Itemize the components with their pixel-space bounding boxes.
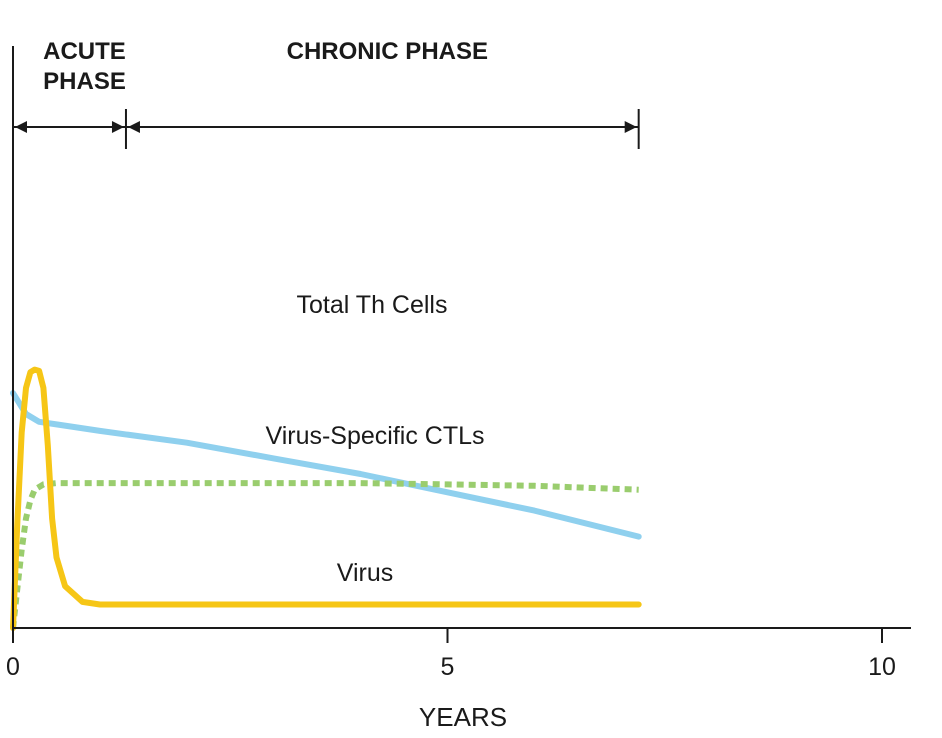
x-tick-label-5: 5 [441,653,455,681]
arrow-right-icon [111,121,124,133]
virus-specific-ctls-label: Virus-Specific CTLs [265,422,484,450]
phase-label-0-line-0: ACUTE [43,38,126,65]
virus-label: Virus [337,559,394,587]
series-lines [10,366,642,631]
x-tick-label-0: 0 [6,653,20,681]
total-th-cells-line [10,390,642,540]
phase-label-1-line-0: CHRONIC PHASE [287,38,488,65]
phase-brackets: ACUTE PHASE CHRONIC PHASE [13,38,640,149]
virus-specific-ctls-line [10,480,639,629]
arrow-left-icon [127,121,140,133]
virus-line [10,366,642,631]
arrow-right-icon [624,121,637,133]
phase-bracket-0: ACUTE PHASE [13,38,127,149]
phase-label-0-line-1: PHASE [43,68,126,95]
axes [12,46,911,629]
x-axis-title: YEARS [419,702,507,732]
x-axis-ticks: 0 5 10 [6,628,896,681]
arrow-left-icon [15,121,27,133]
series-labels: Total Th Cells Virus-Specific CTLs Virus [265,291,484,587]
phase-bracket-1: CHRONIC PHASE [125,38,640,149]
x-tick-label-10: 10 [868,653,896,681]
total-th-cells-label: Total Th Cells [297,291,448,319]
